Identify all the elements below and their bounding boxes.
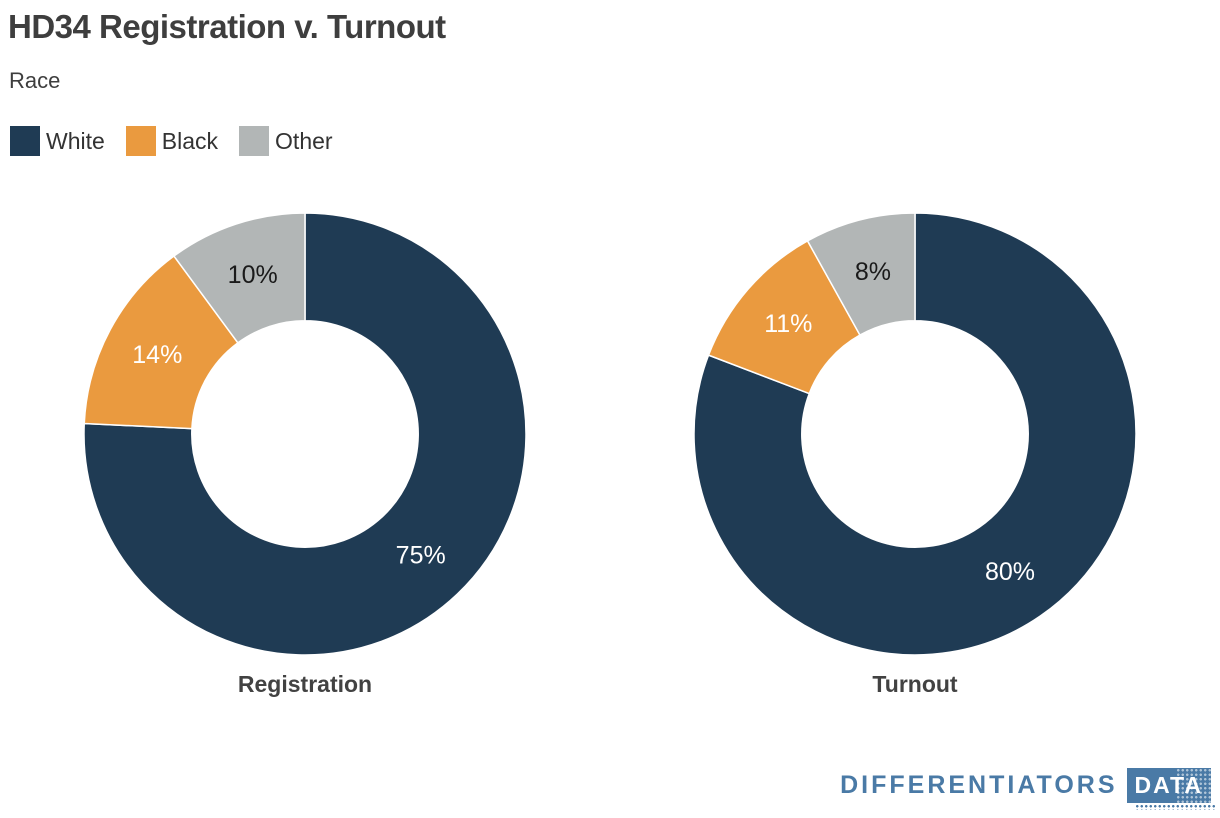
slice-label-black: 14% <box>132 341 182 369</box>
chart-subtitle: Race <box>9 68 61 93</box>
brand-logo: DIFFERENTIATORS DATA <box>840 768 1217 810</box>
slice-white <box>693 212 1137 656</box>
chart-caption-turnout: Turnout <box>872 671 958 697</box>
slice-label-white: 75% <box>396 541 446 569</box>
turnout-chart: 80% 11% 8% Turnout <box>610 211 1220 698</box>
donut-charts: 75% 14% 10% Registration 80% 11% 8% Turnout <box>0 211 1220 698</box>
slice-other <box>172 212 306 344</box>
slice-label-white: 80% <box>985 558 1035 586</box>
halftone-dots-pattern <box>1175 768 1211 803</box>
legend-swatch-white <box>10 126 40 156</box>
chart-title: HD34 Registration v. Turnout <box>8 8 446 45</box>
legend-swatch-other <box>239 126 270 156</box>
slice-white <box>83 212 527 656</box>
slice-other <box>806 212 916 337</box>
legend-swatch-black <box>125 126 156 156</box>
legend-item-other: Other <box>239 126 333 156</box>
registration-chart: 75% 14% 10% Registration <box>0 211 610 698</box>
slice-label-black: 11% <box>764 310 812 338</box>
legend-label: White <box>46 128 105 154</box>
brand-badge: DATA <box>1126 768 1217 810</box>
chart-caption-registration: Registration <box>237 671 373 697</box>
legend-item-white: White <box>10 126 105 156</box>
brand-wordmark: DIFFERENTIATORS <box>840 771 1118 799</box>
slice-label-other: 10% <box>228 261 278 289</box>
slice-label-other: 8% <box>855 258 891 286</box>
turnout-donut: 80% 11% 8% <box>693 212 1137 656</box>
chart-legend: White Black Other <box>10 126 354 156</box>
legend-label: Black <box>161 128 219 154</box>
legend-item-black: Black <box>125 126 219 156</box>
legend-label: Other <box>275 128 333 154</box>
registration-donut: 75% 14% 10% <box>83 212 527 656</box>
